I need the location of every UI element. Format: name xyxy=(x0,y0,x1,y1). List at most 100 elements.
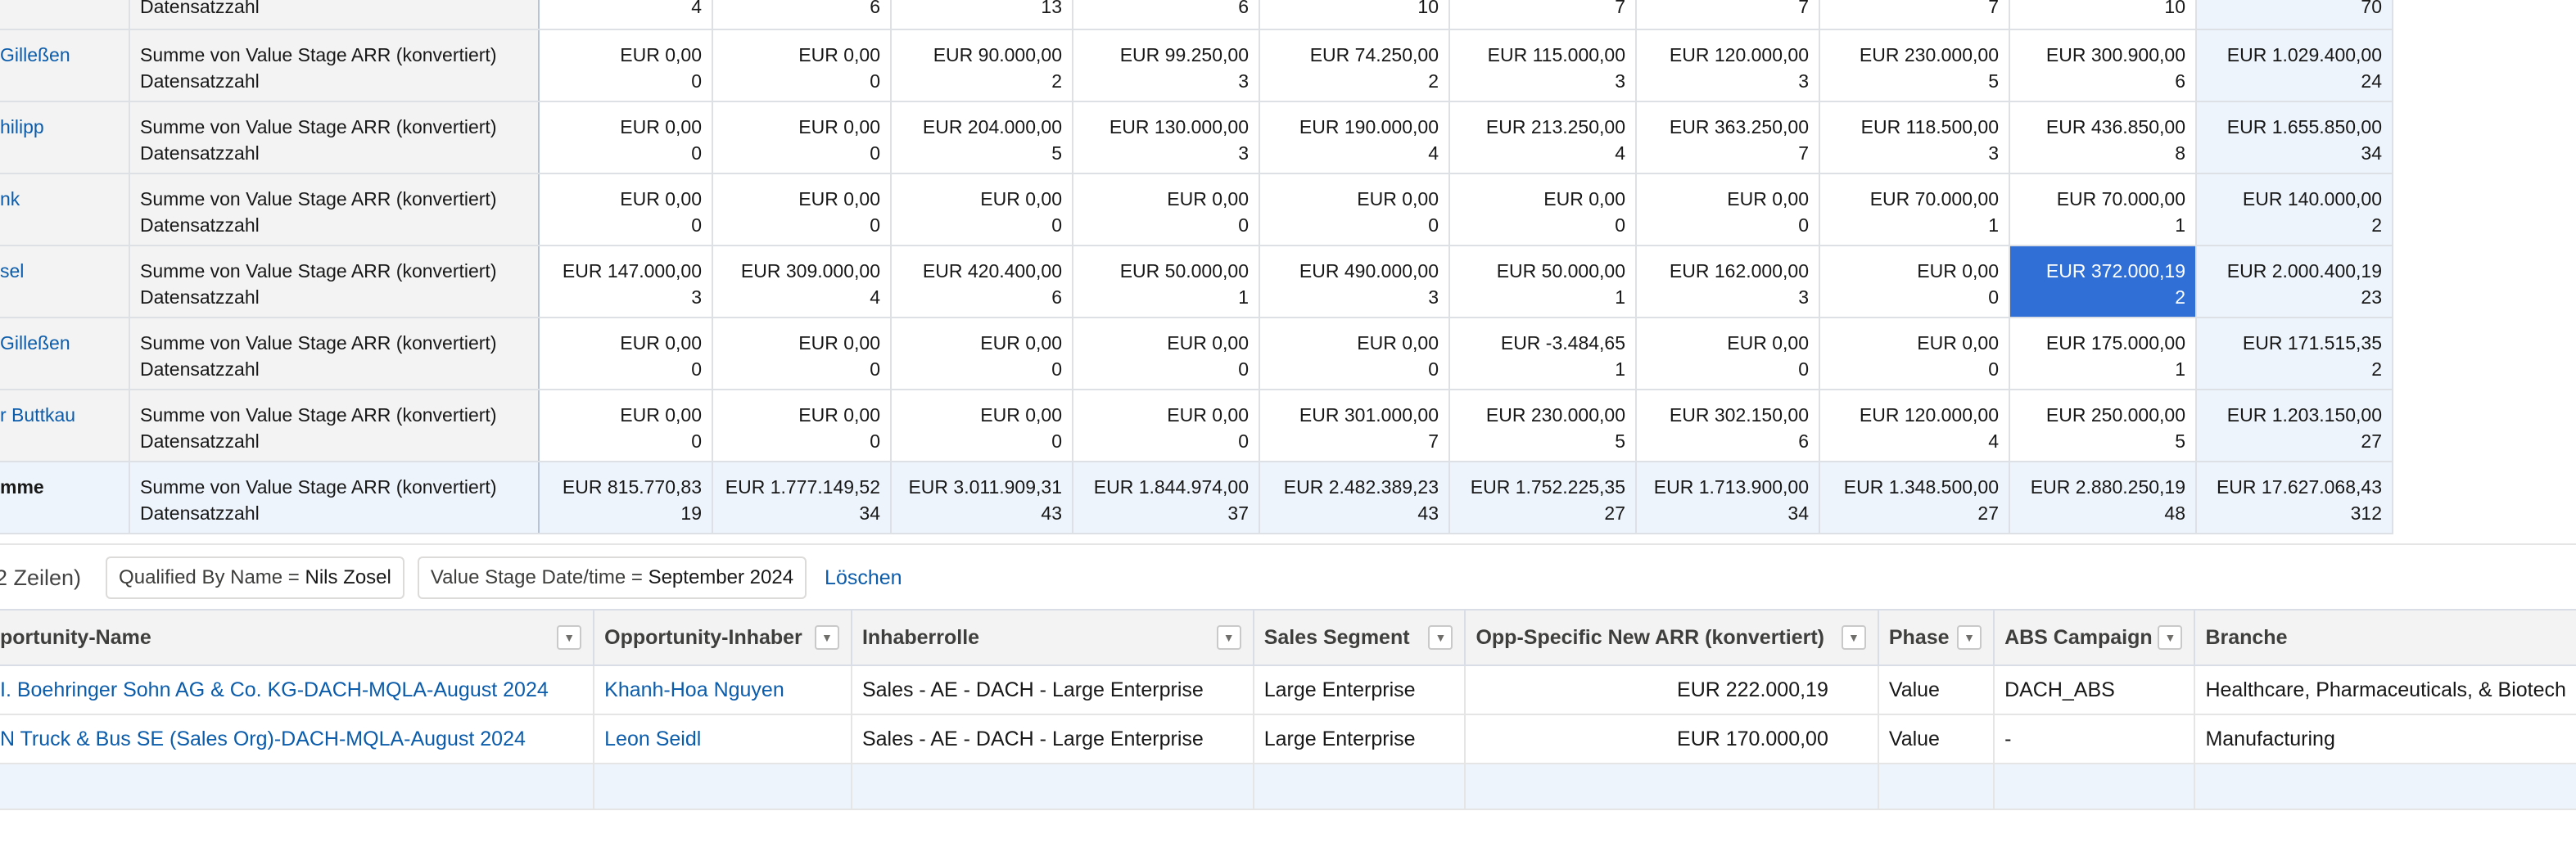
owner-name-link[interactable]: Gilleßen xyxy=(0,318,130,390)
value-cell[interactable]: EUR 162.000,00 3 xyxy=(1636,246,1820,318)
value-cell[interactable]: EUR 147.000,00 3 xyxy=(539,246,713,318)
value-cell[interactable]: EUR 0,00 0 xyxy=(539,173,713,246)
opportunity-owner-link[interactable]: Khanh-Hoa Nguyen xyxy=(594,665,852,715)
count-cell[interactable]: 4 xyxy=(539,0,713,30)
column-header[interactable]: Sales Segment ▼ xyxy=(1253,609,1467,666)
column-menu-icon[interactable]: ▼ xyxy=(1216,625,1241,650)
row-total-cell[interactable]: EUR 1.203.150,00 27 xyxy=(2196,390,2393,462)
value-cell[interactable]: EUR 0,00 0 xyxy=(712,173,892,246)
row-total-cell[interactable]: EUR 171.515,35 2 xyxy=(2196,318,2393,390)
value-cell[interactable]: EUR 2.880.250,19 48 xyxy=(2009,461,2197,534)
value-cell[interactable]: EUR 90.000,00 2 xyxy=(891,29,1073,102)
opportunity-owner-link[interactable]: Leon Seidl xyxy=(594,714,852,764)
count-cell[interactable]: 13 xyxy=(891,0,1073,30)
value-cell[interactable]: EUR 363.250,00 7 xyxy=(1636,101,1820,174)
column-menu-icon[interactable]: ▼ xyxy=(1957,625,1982,650)
value-cell[interactable]: EUR 0,00 0 xyxy=(1636,318,1820,390)
value-cell[interactable]: EUR 3.011.909,31 43 xyxy=(891,461,1073,534)
value-cell[interactable]: EUR 2.482.389,23 43 xyxy=(1259,461,1450,534)
opportunity-name-link[interactable]: I. Boehringer Sohn AG & Co. KG-DACH-MQLA… xyxy=(0,665,595,715)
value-cell[interactable]: EUR 420.400,00 6 xyxy=(891,246,1073,318)
value-cell[interactable]: EUR 372.000,19 2 xyxy=(2009,246,2197,318)
column-header[interactable]: Opp-Specific New ARR (konvertiert) ▼ xyxy=(1465,609,1879,666)
value-cell[interactable]: EUR 300.900,00 6 xyxy=(2009,29,2197,102)
opportunity-name-link[interactable]: N Truck & Bus SE (Sales Org)-DACH-MQLA-A… xyxy=(0,714,595,764)
value-cell[interactable]: EUR 50.000,00 1 xyxy=(1073,246,1260,318)
value-cell[interactable]: EUR -3.484,65 1 xyxy=(1449,318,1637,390)
value-cell[interactable]: EUR 1.713.900,00 34 xyxy=(1636,461,1820,534)
value-cell[interactable]: EUR 74.250,00 2 xyxy=(1259,29,1450,102)
value-cell[interactable]: EUR 0,00 0 xyxy=(712,101,892,174)
value-cell[interactable]: EUR 250.000,00 5 xyxy=(2009,390,2197,462)
filter-chip-value-stage-date[interactable]: Value Stage Date/time = September 2024 xyxy=(417,556,807,599)
count-cell[interactable]: 7 xyxy=(1449,0,1637,30)
value-cell[interactable]: EUR 0,00 0 xyxy=(1819,246,2010,318)
value-cell[interactable]: EUR 0,00 0 xyxy=(712,318,892,390)
value-cell[interactable]: EUR 1.752.225,35 27 xyxy=(1449,461,1637,534)
value-cell[interactable]: EUR 70.000,00 1 xyxy=(2009,173,2197,246)
value-cell[interactable]: EUR 120.000,00 3 xyxy=(1636,29,1820,102)
value-cell[interactable]: EUR 1.348.500,00 27 xyxy=(1819,461,2010,534)
value-cell[interactable]: EUR 490.000,00 3 xyxy=(1259,246,1450,318)
row-total-cell[interactable]: EUR 17.627.068,43 312 xyxy=(2196,461,2393,534)
value-cell[interactable]: EUR 230.000,00 5 xyxy=(1449,390,1637,462)
count-cell[interactable]: 7 xyxy=(1636,0,1820,30)
owner-name-link[interactable]: r Buttkau xyxy=(0,390,130,462)
owner-name-link[interactable]: hilipp xyxy=(0,101,130,174)
column-menu-icon[interactable]: ▼ xyxy=(557,625,582,650)
value-cell[interactable]: EUR 815.770,83 19 xyxy=(539,461,713,534)
value-cell[interactable]: EUR 0,00 0 xyxy=(539,318,713,390)
column-header[interactable]: Opportunity-Inhaber ▼ xyxy=(594,609,852,666)
filter-chip-qualified-by[interactable]: Qualified By Name = Nils Zosel xyxy=(106,556,404,599)
row-total-cell[interactable]: EUR 1.029.400,00 24 xyxy=(2196,29,2393,102)
value-cell[interactable]: EUR 230.000,00 5 xyxy=(1819,29,2010,102)
value-cell[interactable]: EUR 115.000,00 3 xyxy=(1449,29,1637,102)
row-total-cell[interactable]: EUR 1.655.850,00 34 xyxy=(2196,101,2393,174)
value-cell[interactable]: EUR 0,00 0 xyxy=(1636,173,1820,246)
value-cell[interactable]: EUR 0,00 0 xyxy=(1819,318,2010,390)
value-cell[interactable]: EUR 1.777.149,52 34 xyxy=(712,461,892,534)
value-cell[interactable]: EUR 213.250,00 4 xyxy=(1449,101,1637,174)
value-cell[interactable]: EUR 309.000,00 4 xyxy=(712,246,892,318)
value-cell[interactable]: EUR 0,00 0 xyxy=(891,173,1073,246)
value-cell[interactable]: EUR 302.150,00 6 xyxy=(1636,390,1820,462)
owner-name-link[interactable]: Gilleßen xyxy=(0,29,130,102)
value-cell[interactable]: EUR 0,00 0 xyxy=(1073,173,1260,246)
column-header[interactable]: Inhaberrolle ▼ xyxy=(851,609,1254,666)
value-cell[interactable]: EUR 0,00 0 xyxy=(539,390,713,462)
owner-name-link[interactable]: nk xyxy=(0,173,130,246)
value-cell[interactable]: EUR 0,00 0 xyxy=(539,29,713,102)
value-cell[interactable]: EUR 70.000,00 1 xyxy=(1819,173,2010,246)
value-cell[interactable]: EUR 190.000,00 4 xyxy=(1259,101,1450,174)
value-cell[interactable]: EUR 204.000,00 5 xyxy=(891,101,1073,174)
count-cell[interactable]: 6 xyxy=(1073,0,1260,30)
value-cell[interactable]: EUR 0,00 0 xyxy=(1073,390,1260,462)
value-cell[interactable]: EUR 175.000,00 1 xyxy=(2009,318,2197,390)
value-cell[interactable]: EUR 99.250,00 3 xyxy=(1073,29,1260,102)
row-total-cell[interactable]: EUR 2.000.400,19 23 xyxy=(2196,246,2393,318)
value-cell[interactable]: EUR 0,00 0 xyxy=(1259,173,1450,246)
value-cell[interactable]: EUR 50.000,00 1 xyxy=(1449,246,1637,318)
value-cell[interactable]: EUR 436.850,00 8 xyxy=(2009,101,2197,174)
column-header[interactable]: Branche xyxy=(2194,609,2576,666)
column-menu-icon[interactable]: ▼ xyxy=(814,625,839,650)
value-cell[interactable]: EUR 0,00 0 xyxy=(712,29,892,102)
value-cell[interactable]: EUR 0,00 0 xyxy=(1449,173,1637,246)
count-cell[interactable]: 6 xyxy=(712,0,892,30)
column-header[interactable]: portunity-Name ▼ xyxy=(0,609,595,666)
value-cell[interactable]: EUR 0,00 0 xyxy=(1259,318,1450,390)
column-menu-icon[interactable]: ▼ xyxy=(1841,625,1866,650)
count-cell[interactable]: 10 xyxy=(2009,0,2197,30)
value-cell[interactable]: EUR 0,00 0 xyxy=(1073,318,1260,390)
value-cell[interactable]: EUR 1.844.974,00 37 xyxy=(1073,461,1260,534)
value-cell[interactable]: EUR 0,00 0 xyxy=(891,318,1073,390)
count-cell[interactable]: 7 xyxy=(1819,0,2010,30)
row-total-cell[interactable]: EUR 140.000,00 2 xyxy=(2196,173,2393,246)
value-cell[interactable]: EUR 118.500,00 3 xyxy=(1819,101,2010,174)
value-cell[interactable]: EUR 120.000,00 4 xyxy=(1819,390,2010,462)
column-header[interactable]: ABS Campaign ▼ xyxy=(1994,609,2196,666)
column-menu-icon[interactable]: ▼ xyxy=(1428,625,1453,650)
value-cell[interactable]: EUR 0,00 0 xyxy=(712,390,892,462)
value-cell[interactable]: EUR 0,00 0 xyxy=(539,101,713,174)
column-menu-icon[interactable]: ▼ xyxy=(2158,625,2183,650)
